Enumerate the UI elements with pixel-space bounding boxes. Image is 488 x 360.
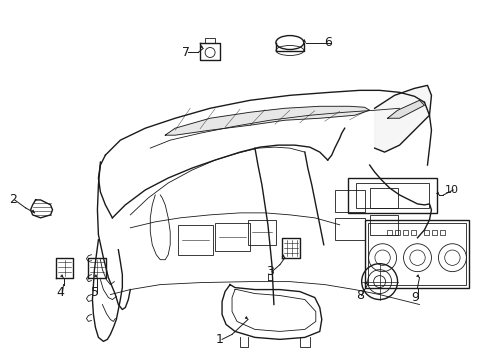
Bar xyxy=(410,230,415,235)
Bar xyxy=(364,220,468,288)
Bar xyxy=(367,223,466,285)
Bar xyxy=(431,230,437,235)
Bar xyxy=(394,230,399,235)
Text: 9: 9 xyxy=(411,291,419,304)
Bar xyxy=(215,223,249,251)
Polygon shape xyxy=(387,100,424,118)
Text: 10: 10 xyxy=(444,185,457,195)
Text: 4: 4 xyxy=(57,286,64,299)
Bar xyxy=(178,225,213,255)
Bar xyxy=(386,230,391,235)
Bar xyxy=(440,230,445,235)
Polygon shape xyxy=(374,85,430,152)
Text: 3: 3 xyxy=(265,265,273,278)
Bar xyxy=(334,218,364,240)
Text: 2: 2 xyxy=(9,193,17,206)
Text: 1: 1 xyxy=(216,333,224,346)
Text: 5: 5 xyxy=(91,286,99,299)
Bar xyxy=(355,183,428,208)
Text: 6: 6 xyxy=(323,36,331,49)
Polygon shape xyxy=(165,106,369,135)
Bar xyxy=(347,178,437,213)
Bar xyxy=(369,215,397,235)
Text: 7: 7 xyxy=(182,46,190,59)
Bar xyxy=(369,188,397,208)
Bar xyxy=(424,230,428,235)
Text: 8: 8 xyxy=(355,289,363,302)
Bar xyxy=(247,220,275,245)
Bar xyxy=(402,230,407,235)
Bar xyxy=(334,190,364,212)
